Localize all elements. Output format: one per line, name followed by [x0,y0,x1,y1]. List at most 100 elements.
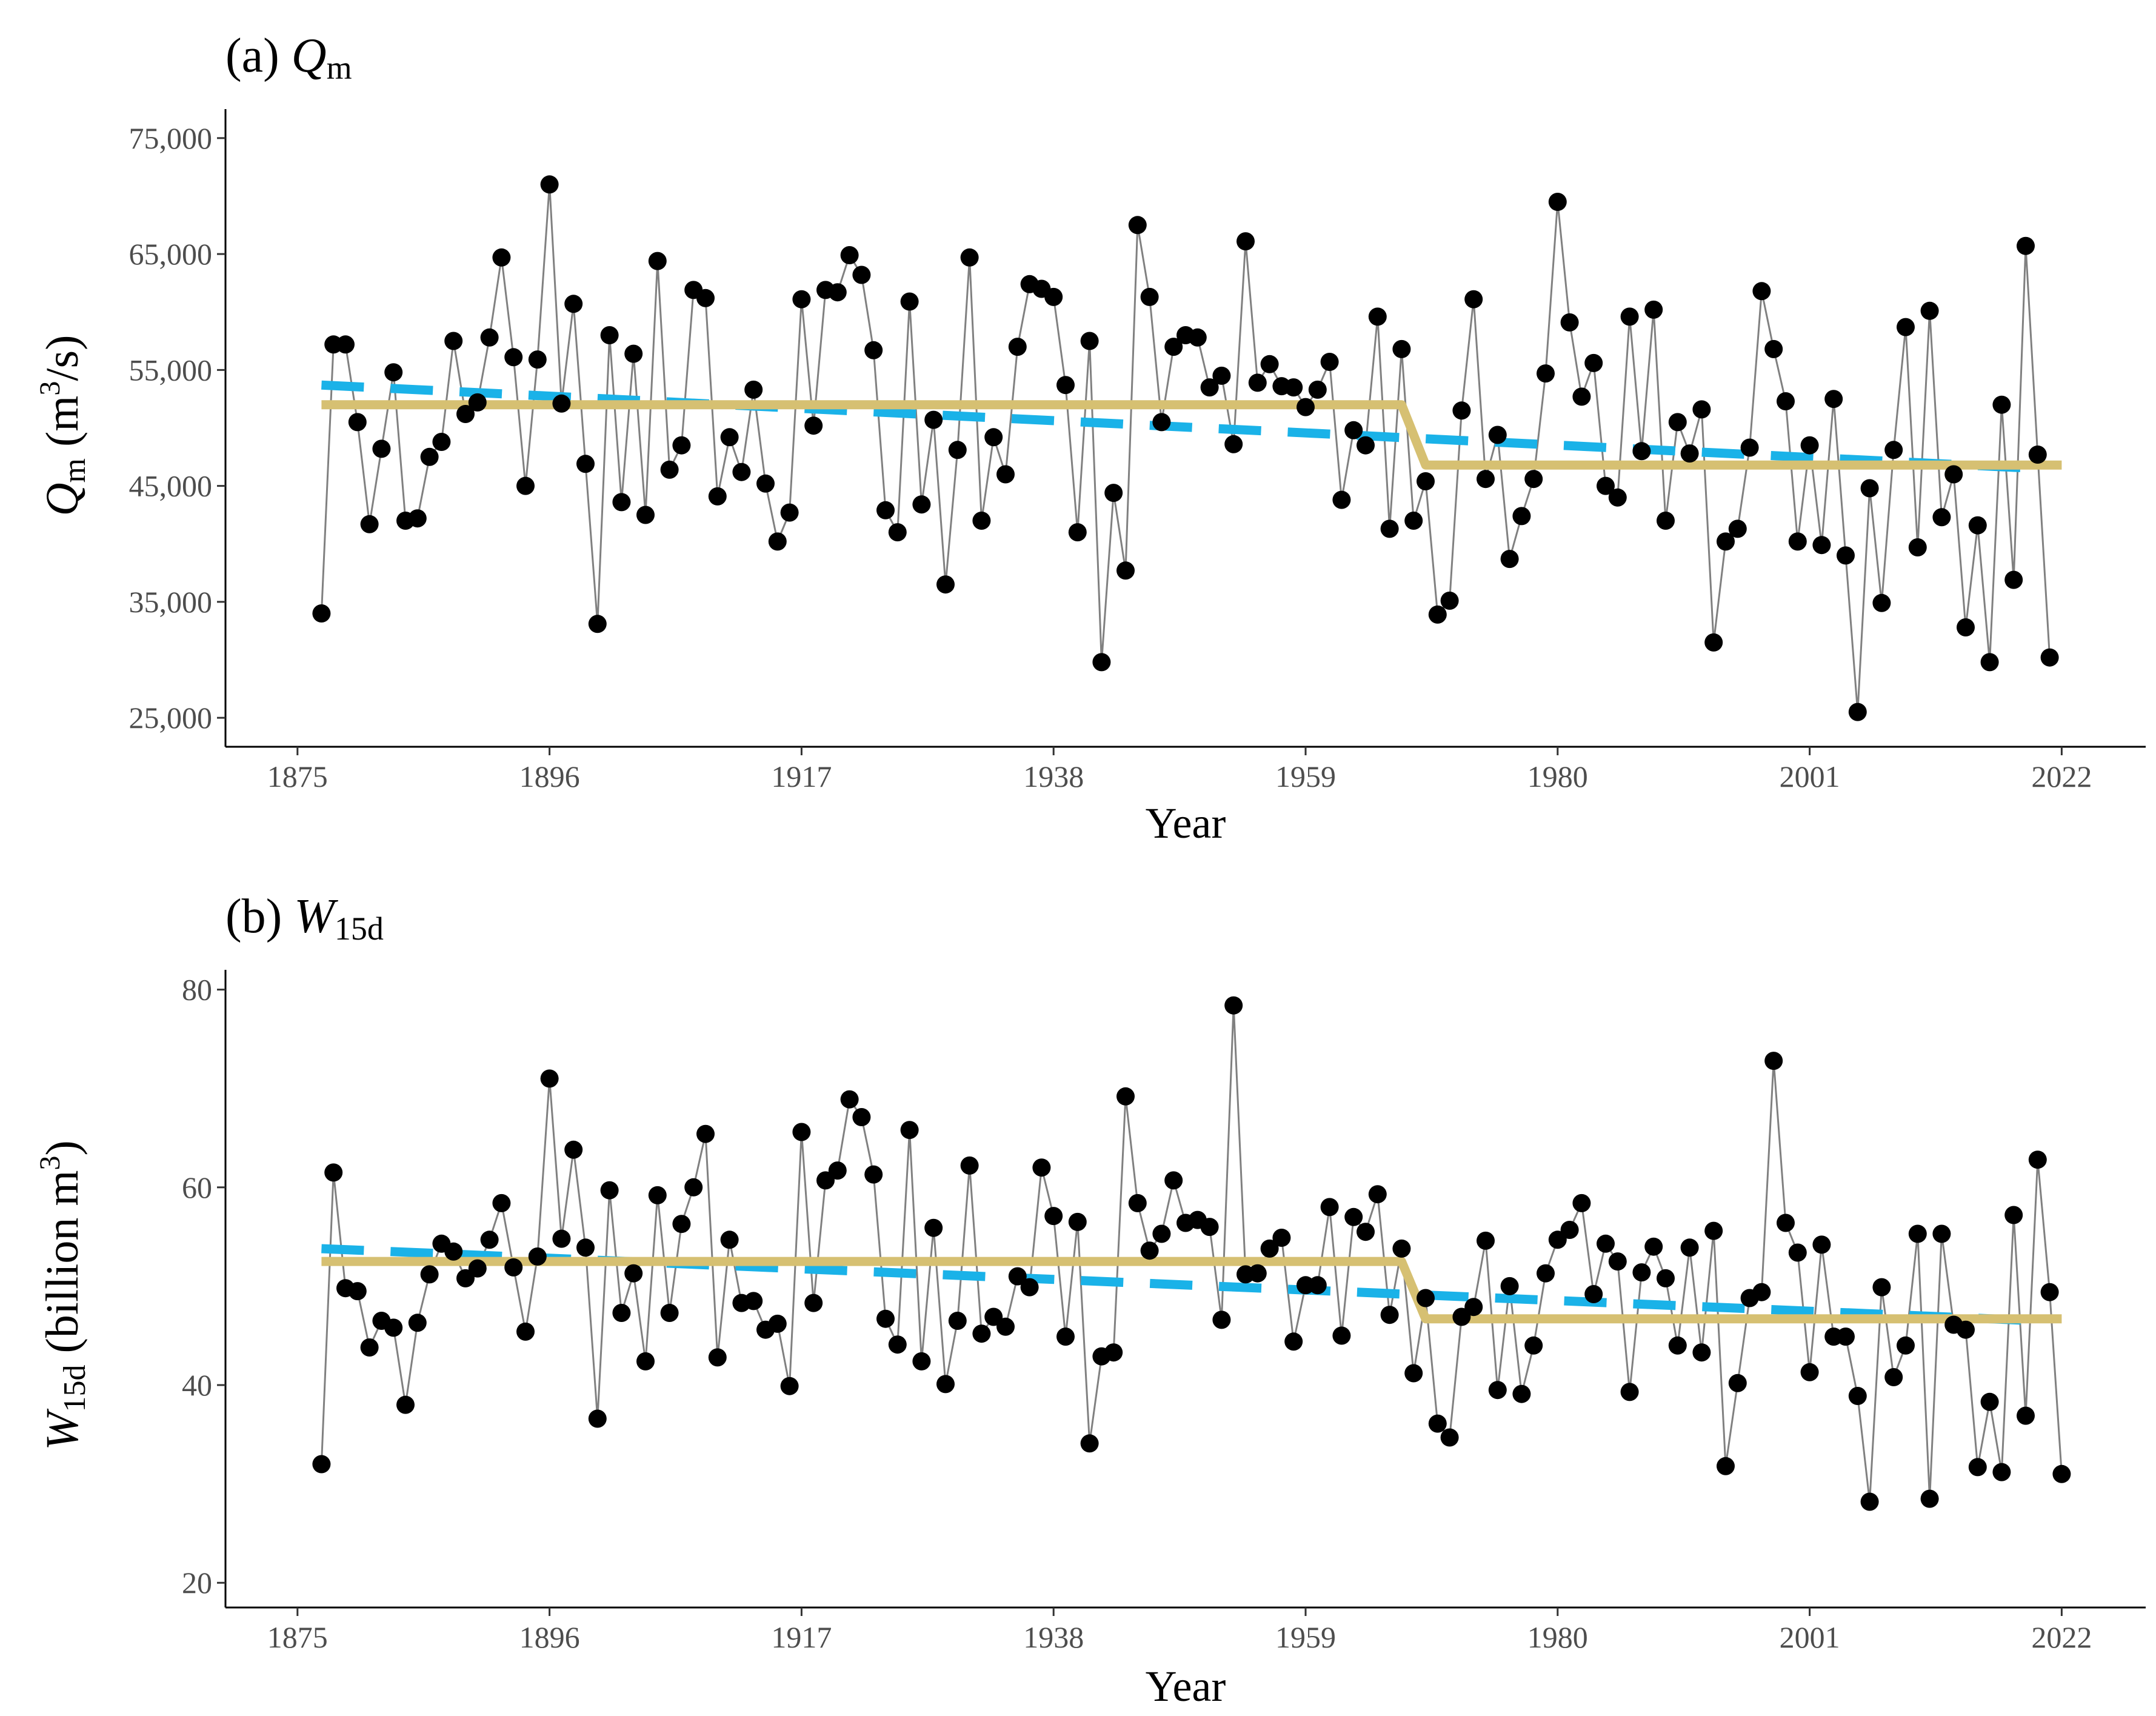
panel-b-data-point [1248,1264,1267,1283]
panel-b-xtick-label: 1917 [771,1620,832,1654]
panel-b-data-point [408,1314,427,1332]
panel-a-data-point [924,410,943,429]
panel-b-data-point [1657,1269,1675,1287]
panel-a-data-point [732,462,751,481]
panel-a-data-point [420,447,439,466]
panel-a-data-point [1968,516,1987,535]
panel-a-data-point [588,615,607,633]
panel-b-data-point [1368,1185,1387,1204]
panel-b-data-point [552,1229,571,1248]
panel-b-data-point [1717,1457,1735,1475]
panel-b-step-line [321,1257,2062,1324]
panel-b-ylabel: W15d (billion m3) [34,1140,92,1451]
panel-b-data-point [1608,1252,1627,1271]
panel-b-data-point [1152,1224,1171,1243]
panel-a-data-point [1668,413,1687,432]
panel-a-data-point [1512,507,1531,526]
panel-a-data-point [564,295,583,313]
panel-a-ylabel-unit-sup: 3 [34,381,66,396]
panel-b-data-point [2004,1206,2023,1224]
panel-a-data-point [1417,472,1435,490]
panel-b-data-point [1512,1384,1531,1403]
panel-a-data-point [1116,561,1135,580]
panel-a-data-point [1464,290,1483,309]
panel-a-data-point [984,428,1003,447]
panel-b-data-point [1524,1336,1543,1355]
panel-a-data-point [1752,282,1771,301]
panel-a-data-point [1357,436,1375,455]
panel-a-data-point [1344,421,1363,439]
panel-a-xtick-label: 1875 [267,760,328,793]
panel-a-data-point [1188,328,1207,347]
panel-a-data-point [720,428,739,447]
panel-a-data-point [672,436,691,455]
panel-b-ytick-label: 60 [182,1170,212,1204]
panel-a-data-point [492,248,511,267]
panel-a-data-point [1572,387,1591,406]
panel-a-data-point [1897,318,1915,336]
panel-a-data-point [1068,523,1087,542]
panel-b-data-point [1620,1383,1639,1401]
panel-b-data-point [564,1140,583,1159]
panel-b-data-point [648,1186,667,1204]
panel-b-plot: 20 40 60 80 1875 1896 1917 1938 1959 1980 2001 2022 [182,970,2146,1654]
panel-a-data-point [1284,378,1303,397]
panel-a-data-point [1908,538,1927,556]
panel-a-data-point [1428,605,1447,624]
panel-a-data-point [360,515,379,533]
panel-a-data-point [1717,532,1735,551]
panel-b-data-point [1464,1298,1483,1317]
panel-a-data-point [900,292,919,311]
panel-b-data-point [768,1314,787,1333]
panel-b-ylabel-unit-close: ) [37,1140,88,1155]
panel-a-ylabel: Qm (m3/s) [34,335,92,516]
panel-a-data-point [852,265,871,284]
panel-a-data-point [780,503,799,522]
panel-b-data-point [672,1215,691,1234]
panel-a-data-point [468,393,487,412]
panel-b-data-point [684,1178,703,1197]
panel-b-data-point [2052,1464,2071,1483]
panel-b-data-point [1284,1332,1303,1351]
panel-a-data-point [432,433,451,451]
panel-b-data-point [1788,1243,1807,1262]
panel-a-data-point [312,604,331,623]
panel-b-ytick-label: 80 [182,973,212,1007]
panel-a-data-point [1860,479,1879,498]
panel-b-data-point [312,1455,331,1474]
panel-b-ylabel-unit-sup: 3 [34,1156,66,1170]
panel-a-data-point [1368,307,1387,326]
panel-a-title: (a) Qm [225,29,352,86]
panel-b-data-point [1584,1285,1603,1303]
panel-a-data-point [708,487,727,506]
panel-b-xtick-label: 1980 [1527,1620,1588,1654]
panel-a-data-point [1728,519,1747,538]
panel-b-data-point [1572,1194,1591,1212]
panel-a-data-point [1932,508,1951,527]
panel-a-data-point [756,474,775,493]
panel-b-data-point [1957,1320,1975,1339]
panel-a-title-prefix: (a) [225,29,292,82]
panel-b-data-point [696,1124,715,1143]
panel-a-data-point [864,341,883,359]
panel-a-data-point [696,289,715,307]
panel-b-ytick-label: 20 [182,1566,212,1600]
panel-b-data-point [1968,1458,1987,1477]
panel-a-data-point [372,439,391,458]
panel-b-data-point [996,1317,1015,1336]
panel-a-data-point [1224,435,1243,453]
panel-a-xtick-label: 1938 [1023,760,1084,793]
panel-a-xtick-label: 1959 [1275,760,1336,793]
panel-b-data-point [1680,1238,1699,1257]
panel-b-data-point [396,1395,415,1414]
panel-b-data-point [924,1218,943,1237]
panel-b-xlabel: Year [1146,1662,1226,1711]
panel-b-xtick-label: 1896 [519,1620,580,1654]
panel-a-observed-line [320,184,2051,712]
panel-b-data-point [1344,1207,1363,1226]
panel-b-data-point [1992,1463,2011,1481]
panel-b-data-point [840,1090,859,1109]
panel-b-data-point [1056,1327,1075,1346]
panel-b-data-point [1537,1264,1555,1283]
panel-a-ylabel-var: Q [37,483,88,516]
